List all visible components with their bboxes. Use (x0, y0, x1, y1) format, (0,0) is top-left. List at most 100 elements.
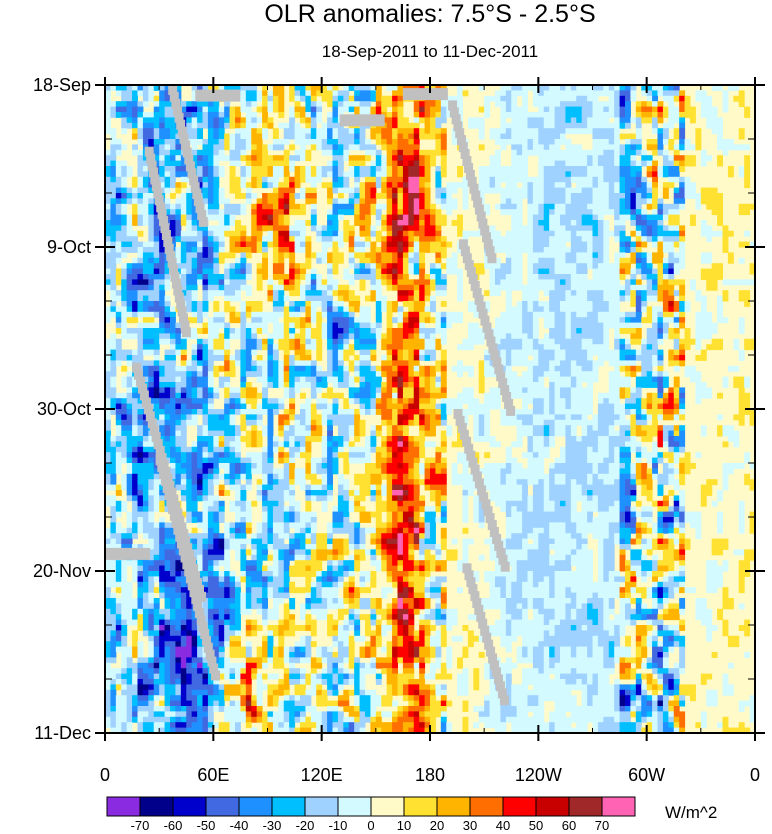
anomaly-cell (500, 317, 507, 324)
anomaly-cell (625, 214, 631, 221)
anomaly-cell (327, 85, 333, 91)
anomaly-cell (511, 333, 518, 340)
anomaly-cell (397, 338, 404, 345)
anomaly-cell (402, 187, 409, 194)
anomaly-cell (489, 160, 496, 167)
anomaly-cell (543, 279, 550, 286)
anomaly-cell (587, 230, 593, 237)
anomaly-cell (608, 209, 615, 216)
anomaly-cell (180, 344, 187, 351)
anomaly-cell (603, 85, 610, 91)
anomaly-cell (652, 360, 658, 367)
anomaly-cell (327, 144, 333, 151)
anomaly-cell (408, 220, 415, 226)
anomaly-cell (370, 279, 377, 286)
anomaly-cell (132, 198, 138, 205)
anomaly-cell (105, 360, 111, 367)
anomaly-cell (256, 301, 263, 307)
anomaly-cell (110, 268, 117, 275)
anomaly-cell (560, 295, 566, 302)
anomaly-cell (392, 128, 398, 135)
anomaly-cell (614, 284, 621, 291)
anomaly-cell (505, 317, 512, 324)
anomaly-cell (310, 360, 317, 367)
anomaly-cell (538, 247, 545, 253)
anomaly-cell (473, 338, 480, 345)
anomaly-cell (549, 182, 556, 189)
anomaly-cell (413, 214, 420, 221)
anomaly-cell (218, 133, 225, 140)
anomaly-cell (332, 139, 339, 145)
anomaly-cell (337, 349, 344, 356)
anomaly-cell (327, 317, 333, 324)
anomaly-cell (278, 230, 285, 237)
anomaly-cell (251, 90, 258, 97)
anomaly-cell (305, 198, 312, 205)
anomaly-cell (121, 328, 128, 334)
anomaly-cell (430, 149, 436, 156)
anomaly-cell (332, 171, 339, 178)
anomaly-cell (392, 198, 398, 205)
anomaly-cell (186, 268, 193, 275)
anomaly-cell (256, 322, 263, 329)
anomaly-cell (327, 220, 333, 226)
anomaly-cell (527, 263, 534, 270)
anomaly-cell (332, 311, 339, 318)
anomaly-cell (635, 122, 642, 129)
anomaly-cell (662, 133, 669, 140)
anomaly-cell (132, 187, 138, 194)
anomaly-cell (673, 252, 680, 259)
anomaly-cell (392, 284, 398, 291)
anomaly-cell (365, 193, 371, 199)
anomaly-cell (484, 301, 491, 307)
anomaly-cell (159, 290, 166, 297)
anomaly-cell (370, 355, 377, 361)
anomaly-cell (419, 349, 426, 356)
anomaly-cell (392, 133, 398, 140)
anomaly-cell (224, 349, 231, 356)
anomaly-cell (543, 149, 550, 156)
anomaly-cell (321, 144, 328, 151)
anomaly-cell (570, 279, 577, 286)
anomaly-cell (424, 128, 431, 135)
anomaly-cell (576, 290, 583, 297)
anomaly-cell (137, 274, 144, 280)
anomaly-cell (397, 95, 404, 102)
anomaly-cell (597, 301, 604, 307)
anomaly-cell (186, 274, 193, 280)
anomaly-cell (332, 95, 339, 102)
anomaly-cell (126, 290, 133, 297)
anomaly-cell (392, 365, 398, 372)
anomaly-cell (565, 328, 572, 334)
anomaly-cell (408, 263, 415, 270)
anomaly-cell (430, 117, 436, 124)
anomaly-cell (560, 279, 566, 286)
anomaly-cell (229, 214, 236, 221)
anomaly-cell (646, 338, 653, 345)
anomaly-cell (105, 187, 111, 194)
anomaly-cell (451, 268, 458, 275)
anomaly-cell (522, 128, 528, 135)
anomaly-cell (576, 247, 583, 253)
anomaly-cell (565, 122, 572, 129)
anomaly-cell (164, 371, 171, 378)
anomaly-cell (565, 193, 572, 199)
anomaly-cell (207, 176, 214, 183)
anomaly-cell (386, 236, 393, 243)
anomaly-cell (668, 301, 675, 307)
anomaly-cell (159, 176, 166, 183)
anomaly-cell (560, 241, 566, 248)
anomaly-cell (440, 220, 447, 226)
anomaly-cell (332, 257, 339, 264)
anomaly-cell (565, 90, 572, 97)
anomaly-cell (560, 203, 566, 210)
anomaly-cell (164, 263, 171, 270)
anomaly-cell (690, 144, 696, 151)
anomaly-cell (630, 268, 637, 275)
anomaly-cell (213, 182, 220, 189)
anomaly-cell (435, 171, 442, 178)
anomaly-cell (354, 371, 361, 378)
anomaly-cell (646, 220, 653, 226)
anomaly-cell (343, 144, 350, 151)
anomaly-cell (294, 171, 301, 178)
